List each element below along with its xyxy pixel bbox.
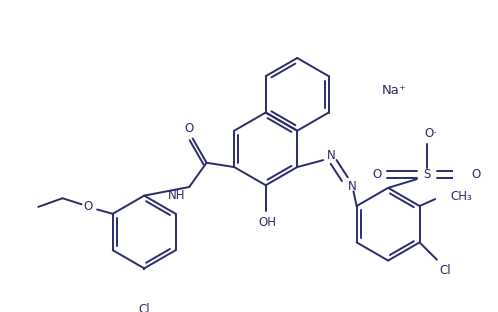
Text: CH₃: CH₃ [451, 190, 473, 203]
Text: S: S [423, 168, 431, 181]
Text: O: O [372, 168, 381, 181]
Text: NH: NH [168, 189, 186, 202]
Text: O: O [185, 122, 194, 134]
Text: O: O [84, 200, 93, 213]
Text: O·: O· [424, 127, 437, 140]
Text: O: O [471, 168, 480, 181]
Text: N: N [348, 180, 357, 193]
Text: N: N [327, 149, 335, 162]
Text: Cl: Cl [138, 303, 150, 312]
Text: Cl: Cl [440, 264, 451, 276]
Text: Na⁺: Na⁺ [381, 84, 406, 97]
Text: OH: OH [258, 216, 276, 229]
